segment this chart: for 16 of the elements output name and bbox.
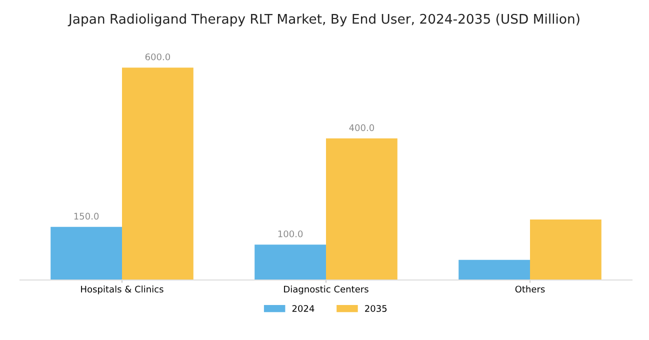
data-label: 600.0 [145, 53, 170, 60]
bar [50, 226, 122, 280]
bar [326, 138, 398, 280]
x-tick-label: Hospitals & Clinics [81, 286, 164, 294]
legend-label: 2035 [365, 305, 387, 312]
data-label: 150.0 [74, 212, 99, 220]
bar [530, 219, 602, 280]
legend-label: 2024 [292, 305, 314, 312]
bar [122, 68, 194, 280]
bar [254, 244, 326, 280]
bar [458, 260, 530, 280]
x-tick-label: Diagnostic Centers [284, 286, 368, 294]
data-label: 400.0 [349, 124, 374, 132]
chart-title: Japan Radioligand Therapy RLT Market, By End User, 2024-2035 (USD Million) [68, 14, 580, 26]
data-label: 100.0 [278, 230, 303, 238]
x-tick-label: Others [515, 286, 545, 293]
